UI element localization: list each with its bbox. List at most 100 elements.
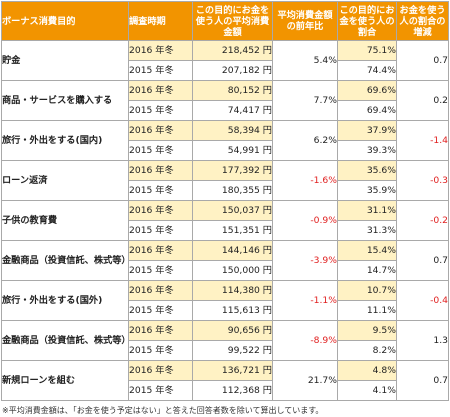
share-cell: 14.7% [337, 260, 397, 281]
share-cell: 39.3% [337, 140, 397, 161]
yoy-ratio-cell: 6.2% [272, 120, 338, 161]
amount-cell: 99,522 円 [192, 340, 273, 361]
period-cell: 2016 年冬 [128, 200, 193, 221]
bonus-spending-table: ボーナス消費目的 調査時期 この目的にお金を使う人の平均消費金額 平均消費金額の… [1, 1, 449, 401]
period-cell: 2016 年冬 [128, 80, 193, 101]
table-row: 貯金 2016 年冬 218,452 円 5.4% 75.1% 0.7 [1, 40, 449, 81]
purpose-cell: 金融商品（投資信託、株式等）の購入・外貨預金など [1, 240, 129, 281]
yoy-ratio-cell: -8.9% [272, 320, 338, 361]
amount-cell: 58,394 円 [192, 120, 273, 141]
amount-cell: 151,351 円 [192, 220, 273, 241]
share-cell: 4.8% [337, 360, 397, 381]
yoy-ratio-cell: -3.9% [272, 240, 338, 281]
table-row: 旅行・外出をする(国内) 2016 年冬 58,394 円 6.2% 37.9% -1.4 [1, 120, 449, 161]
header-average-amount: この目的にお金を使う人の平均消費金額 [192, 1, 273, 41]
purpose-cell: 子供の教育費 [1, 200, 129, 241]
table-row: 2015 年冬 112,368 円 4.1% [2, 380, 449, 401]
amount-cell: 90,656 円 [192, 320, 273, 341]
header-period: 調査時期 [128, 1, 193, 41]
header-share: この目的にお金を使う人の割合 [337, 1, 397, 41]
purpose-cell: 新規ローンを組む [1, 360, 129, 401]
header-yoy-ratio: 平均消費金額の前年比 [272, 1, 338, 41]
amount-cell: 112,368 円 [192, 380, 273, 401]
period-cell: 2015 年冬 [128, 380, 193, 401]
period-cell: 2016 年冬 [128, 360, 193, 381]
amount-cell: 115,613 円 [192, 300, 273, 321]
period-cell: 2015 年冬 [128, 220, 193, 241]
purpose-cell: 貯金 [1, 40, 129, 81]
table-row: 2015 年冬 180,355 円 35.9% [2, 180, 449, 201]
table-body: 貯金 2016 年冬 218,452 円 5.4% 75.1% 0.7 2015 年冬 207… [1, 40, 449, 401]
table-row: 商品・サービスを購入する 2016 年冬 80,152 円 7.7% 69.6% 0.2 [1, 80, 449, 121]
period-cell: 2015 年冬 [128, 340, 193, 361]
table-row: 2015 年冬 54,991 円 39.3% [2, 140, 449, 161]
period-cell: 2016 年冬 [128, 40, 193, 61]
share-cell: 8.2% [337, 340, 397, 361]
amount-cell: 180,355 円 [192, 180, 273, 201]
purpose-cell: 金融商品（投資信託、株式等）の補填 [1, 320, 129, 361]
amount-cell: 218,452 円 [192, 40, 273, 61]
amount-cell: 114,380 円 [192, 280, 273, 301]
yoy-ratio-cell: -0.9% [272, 200, 338, 241]
share-increase-cell: 0.7 [396, 360, 449, 401]
share-cell: 35.9% [337, 180, 397, 201]
amount-cell: 74,417 円 [192, 100, 273, 121]
period-cell: 2015 年冬 [128, 180, 193, 201]
table-row: 2015 年冬 207,182 円 74.4% [2, 60, 449, 81]
share-increase-cell: -0.3 [396, 160, 449, 201]
share-cell: 69.6% [337, 80, 397, 101]
header-row: ボーナス消費目的 調査時期 この目的にお金を使う人の平均消費金額 平均消費金額の… [1, 1, 449, 41]
share-cell: 4.1% [337, 380, 397, 401]
purpose-cell: ローン返済 [1, 160, 129, 201]
period-cell: 2015 年冬 [128, 100, 193, 121]
table-row: 2015 年冬 115,613 円 11.1% [2, 300, 449, 321]
table-row: 2015 年冬 150,000 円 14.7% [2, 260, 449, 281]
share-increase-cell: 0.7 [396, 240, 449, 281]
share-increase-cell: 0.2 [396, 80, 449, 121]
share-cell: 10.7% [337, 280, 397, 301]
share-increase-cell: -0.2 [396, 200, 449, 241]
amount-cell: 177,392 円 [192, 160, 273, 181]
share-cell: 75.1% [337, 40, 397, 61]
yoy-ratio-cell: -1.6% [272, 160, 338, 201]
share-cell: 31.1% [337, 200, 397, 221]
table-row: ローン返済 2016 年冬 177,392 円 -1.6% 35.6% -0.3 [1, 160, 449, 201]
share-cell: 35.6% [337, 160, 397, 181]
share-increase-cell: -0.4 [396, 280, 449, 321]
period-cell: 2015 年冬 [128, 300, 193, 321]
footnote: ※平均消費金額は、「お金を使う予定はない」と答えた回答者数を除いて算出しています… [2, 406, 324, 415]
period-cell: 2016 年冬 [128, 280, 193, 301]
share-cell: 9.5% [337, 320, 397, 341]
period-cell: 2015 年冬 [128, 140, 193, 161]
purpose-cell: 旅行・外出をする(国外) [1, 280, 129, 321]
purpose-cell: 旅行・外出をする(国内) [1, 120, 129, 161]
yoy-ratio-cell: 5.4% [272, 40, 338, 81]
yoy-ratio-cell: 21.7% [272, 360, 338, 401]
yoy-ratio-cell: -1.1% [272, 280, 338, 321]
share-increase-cell: 0.7 [396, 40, 449, 81]
amount-cell: 144,146 円 [192, 240, 273, 261]
share-cell: 37.9% [337, 120, 397, 141]
share-cell: 69.4% [337, 100, 397, 121]
share-cell: 11.1% [337, 300, 397, 321]
share-cell: 31.3% [337, 220, 397, 241]
share-increase-cell: -1.4 [396, 120, 449, 161]
table-row: 2015 年冬 99,522 円 8.2% [2, 340, 449, 361]
amount-cell: 136,721 円 [192, 360, 273, 381]
amount-cell: 207,182 円 [192, 60, 273, 81]
period-cell: 2016 年冬 [128, 120, 193, 141]
amount-cell: 150,037 円 [192, 200, 273, 221]
table-row: 子供の教育費 2016 年冬 150,037 円 -0.9% 31.1% -0.2 [1, 200, 449, 241]
amount-cell: 80,152 円 [192, 80, 273, 101]
header-purpose: ボーナス消費目的 [1, 1, 129, 41]
share-cell: 74.4% [337, 60, 397, 81]
period-cell: 2016 年冬 [128, 160, 193, 181]
purpose-cell: 商品・サービスを購入する [1, 80, 129, 121]
period-cell: 2016 年冬 [128, 240, 193, 261]
amount-cell: 54,991 円 [192, 140, 273, 161]
table-row: 新規ローンを組む 2016 年冬 136,721 円 21.7% 4.8% 0.7 [1, 360, 449, 401]
table-row: 旅行・外出をする(国外) 2016 年冬 114,380 円 -1.1% 10.7% -0… [1, 280, 449, 321]
amount-cell: 150,000 円 [192, 260, 273, 281]
